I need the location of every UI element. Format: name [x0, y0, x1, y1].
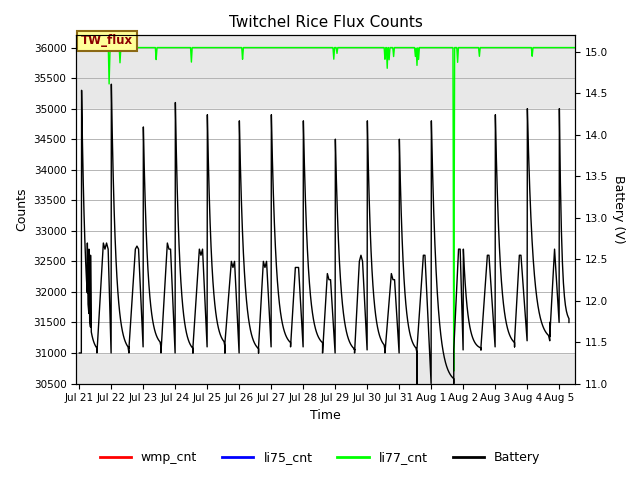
Legend: wmp_cnt, li75_cnt, li77_cnt, Battery: wmp_cnt, li75_cnt, li77_cnt, Battery	[95, 446, 545, 469]
Y-axis label: Counts: Counts	[15, 188, 28, 231]
Text: TW_flux: TW_flux	[81, 35, 133, 48]
Y-axis label: Battery (V): Battery (V)	[612, 175, 625, 244]
X-axis label: Time: Time	[310, 409, 341, 422]
Bar	[76, 36, 575, 108]
Bar	[76, 353, 575, 384]
Bar	[76, 108, 575, 353]
Title: Twitchel Rice Flux Counts: Twitchel Rice Flux Counts	[229, 15, 422, 30]
